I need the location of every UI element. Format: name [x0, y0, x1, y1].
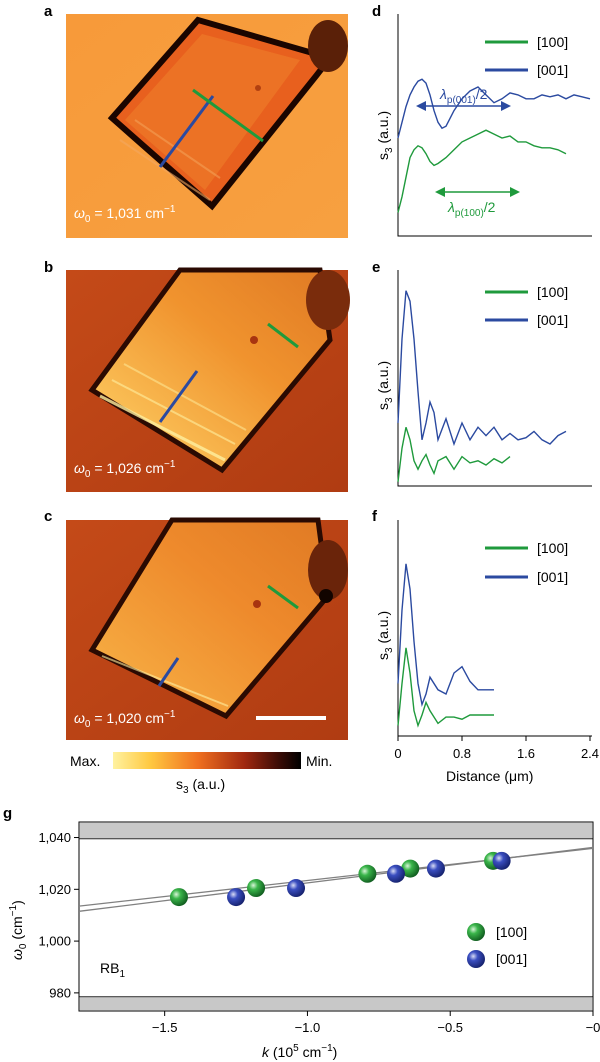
ytick-label-g: 1,040 [38, 830, 71, 845]
data-point-100 [401, 859, 420, 878]
xtick-label-f: 0.8 [453, 746, 471, 761]
plot-frame-g [78, 821, 594, 1012]
colorbar-min-label: Min. [306, 753, 332, 769]
forbidden-band-upper [78, 821, 594, 840]
xticks-f: 0 0.8 1.6 2.4 [394, 736, 599, 761]
panel-label-c: c [44, 508, 52, 525]
fit-lines [78, 846, 594, 912]
profile-panel-f: s3 (a.u.) [100] [001] 0 0.8 1.6 2.4 Distanc… [375, 520, 599, 784]
forbidden-band-lower [78, 996, 594, 1012]
arrowhead-right-001 [501, 101, 511, 111]
panel-label-d: d [372, 3, 381, 20]
profile-line-f-001 [397, 563, 494, 708]
legend-marker-100-g [467, 923, 485, 941]
snom-image-a: ω0 = 1,031 cm−1 [66, 14, 348, 238]
legend-label-100-f: [100] [537, 540, 568, 556]
panel-label-f: f [372, 508, 378, 525]
xtick-label-g: −0 [586, 1020, 600, 1035]
axis-frame-d [397, 14, 592, 237]
frequency-label-a: ω0 = 1,031 cm−1 [74, 204, 176, 225]
wavelength-label-100: λp(100)/2 [447, 199, 496, 219]
linecut-100-a [192, 88, 264, 143]
profile-line-d-001 [397, 78, 591, 139]
arrowhead-left-100 [435, 187, 445, 197]
colorbar-title: s3 (a.u.) [176, 776, 225, 796]
panel-label-a: a [44, 3, 53, 20]
colorbar-max-label: Max. [70, 753, 100, 769]
linecut-001-c [157, 657, 180, 687]
linecut-100-c [267, 584, 299, 610]
data-points [169, 851, 511, 907]
data-point-001 [492, 851, 511, 870]
forbidden-bands [78, 821, 594, 1012]
axis-frame-e [397, 270, 592, 487]
frequency-label-b: ω0 = 1,026 cm−1 [74, 459, 176, 480]
snom-image-b: ω0 = 1,026 cm−1 [66, 267, 350, 492]
linecut-001-b [158, 370, 199, 423]
band-label: RB1 [100, 960, 125, 980]
legend-label-001-d: [001] [537, 62, 568, 78]
legend-label-100-e: [100] [537, 284, 568, 300]
data-point-001 [287, 879, 306, 898]
data-point-001 [227, 888, 246, 907]
ylabel-f: s3 (a.u.) [375, 611, 395, 660]
profile-line-f-100 [397, 647, 494, 728]
colorbar-gradient [113, 752, 301, 769]
scatter-panel-g: −1.5 −1.0 −0.5 −0 980 1,000 1,020 1,040 RB1 [1… [8, 821, 600, 1060]
panel-label-b: b [44, 259, 53, 276]
legend-label-001-e: [001] [537, 312, 568, 328]
fit-line-2 [78, 846, 594, 912]
profile-line-d-100 [397, 129, 567, 213]
data-point-001 [386, 864, 405, 883]
xlabel-k: k (105 cm−1) [262, 1043, 337, 1060]
arrowhead-right-100 [510, 187, 520, 197]
panel-label-e: e [372, 259, 380, 276]
arrowhead-left-001 [416, 101, 426, 111]
data-point-100 [247, 879, 266, 898]
xtick-label-g: −1.5 [152, 1020, 178, 1035]
ylabel-omega: ω0 (cm−1) [8, 900, 29, 960]
data-point-100 [358, 864, 377, 883]
xtick-label-g: −1.0 [295, 1020, 321, 1035]
ytick-label-g: 1,000 [38, 934, 71, 949]
xlabel-distance: Distance (μm) [446, 768, 533, 784]
legend-label-001-g: [001] [496, 951, 527, 967]
xtick-label-g: −0.5 [437, 1020, 463, 1035]
data-point-100 [169, 888, 188, 907]
legend-marker-001-g [467, 950, 485, 968]
legend-label-100-g: [100] [496, 924, 527, 940]
xtick-label-f: 0 [394, 746, 401, 761]
profile-panel-d: s3 (a.u.) [100] [001] λp(001)/2 λp(100)/… [375, 14, 592, 237]
yticks-g: 980 1,000 1,020 1,040 [38, 830, 79, 1000]
ylabel-e: s3 (a.u.) [375, 361, 395, 410]
profile-line-e-100 [397, 426, 511, 482]
ytick-label-g: 980 [49, 985, 71, 1000]
profile-line-e-001 [397, 290, 567, 447]
legend-label-001-f: [001] [537, 569, 568, 585]
data-point-001 [426, 859, 445, 878]
xticks-g: −1.5 −1.0 −0.5 −0 [152, 1011, 600, 1035]
legend-label-100-d: [100] [537, 34, 568, 50]
linecut-001-a [158, 95, 215, 168]
colorbar: Max. Min. s3 (a.u.) [70, 752, 332, 796]
ytick-label-g: 1,020 [38, 882, 71, 897]
linecut-100-b [267, 322, 299, 349]
xtick-label-f: 1.6 [517, 746, 535, 761]
panel-label-g: g [3, 805, 12, 822]
xtick-label-f: 2.4 [581, 746, 599, 761]
profile-panel-e: s3 (a.u.) [100] [001] [375, 270, 592, 487]
snom-image-c: ω0 = 1,020 cm−1 [66, 517, 348, 740]
frequency-label-c: ω0 = 1,020 cm−1 [74, 709, 176, 730]
ylabel-d: s3 (a.u.) [375, 111, 395, 160]
